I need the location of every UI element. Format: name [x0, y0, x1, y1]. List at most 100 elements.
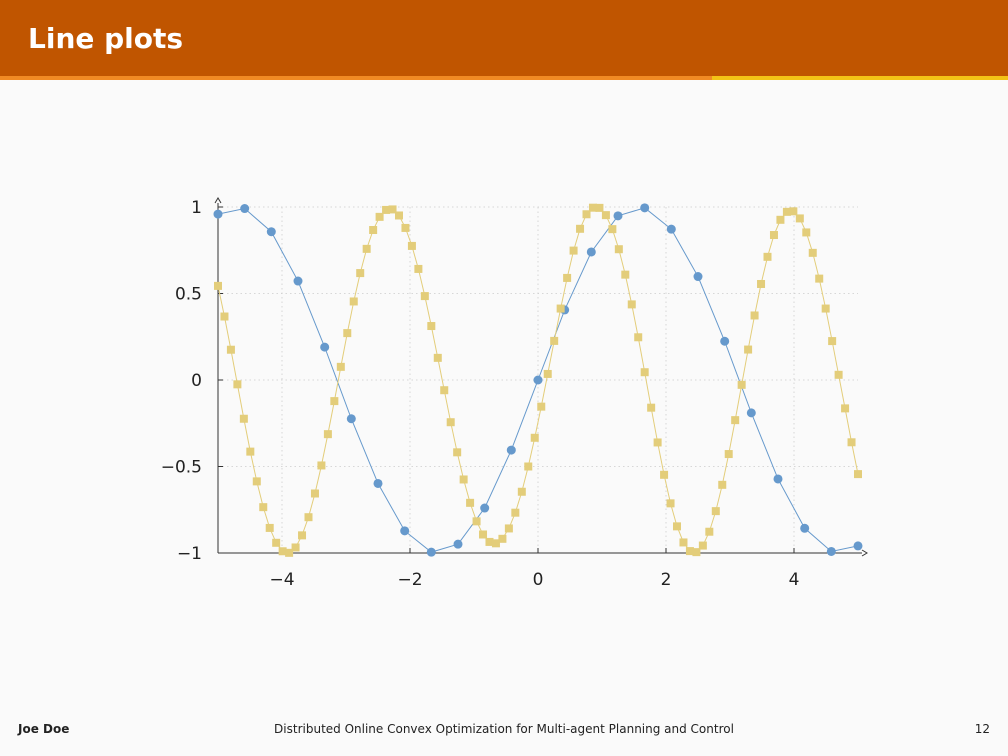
x-tick-label: 4	[789, 570, 800, 590]
series-2-point	[317, 461, 326, 470]
x-tick-label: −2	[397, 570, 422, 590]
series-2-point	[769, 231, 778, 240]
slide-title: Line plots	[28, 22, 184, 55]
series-1-point	[826, 546, 836, 556]
series-1-point	[293, 276, 303, 286]
series-2-point	[537, 402, 546, 411]
series-2-point	[343, 329, 352, 338]
series-2-point	[666, 499, 675, 508]
series-2-point	[750, 311, 759, 320]
series-2-point	[511, 508, 520, 517]
series-2-point	[821, 304, 830, 313]
page-number: 12	[974, 722, 990, 736]
series-2-point	[692, 548, 701, 557]
series-2-point	[841, 404, 850, 413]
series-2-point	[524, 462, 533, 471]
series-2-point	[278, 547, 287, 556]
series-2-point	[815, 274, 824, 283]
series-2-point	[588, 203, 597, 212]
series-1-point	[640, 203, 650, 213]
series-2-point	[660, 470, 669, 479]
y-axis-arrow	[214, 197, 222, 204]
series-2-point	[394, 211, 403, 220]
series-2-point	[369, 226, 378, 235]
series-1-point	[266, 227, 276, 237]
series-2-point	[795, 214, 804, 223]
series-2-point	[685, 547, 694, 556]
series-2-point	[472, 517, 481, 526]
title-bar: Line plots	[0, 0, 1008, 76]
series-2-point	[744, 345, 753, 354]
x-axis-arrow	[861, 549, 868, 557]
series-2-point	[601, 211, 610, 220]
series-1-point	[800, 523, 810, 533]
series-2-point	[466, 498, 475, 507]
series-2-point	[479, 530, 488, 539]
series-2-point	[407, 241, 416, 250]
series-1-point	[773, 474, 783, 484]
footer-title: Distributed Online Convex Optimization f…	[274, 722, 734, 736]
series-2-point	[375, 212, 384, 221]
series-2-point	[504, 524, 513, 533]
y-tick-label: −1	[177, 544, 202, 564]
series-2-point	[336, 362, 345, 371]
series-2-point	[847, 438, 856, 447]
series-2-point	[265, 523, 274, 532]
series-2-point	[563, 273, 572, 282]
series-2-point	[653, 438, 662, 447]
series-2-point	[647, 403, 656, 412]
series-1-point	[320, 342, 330, 352]
y-tick-label: −0.5	[161, 458, 202, 478]
series-1-point	[666, 224, 676, 234]
series-1-point	[453, 539, 463, 549]
series-1-point	[480, 503, 490, 513]
series-2-point	[304, 513, 313, 522]
series-1-point	[853, 541, 863, 551]
series-2-point	[530, 433, 539, 442]
series-2-point	[272, 538, 281, 547]
series-2-point	[782, 207, 791, 216]
series-2-point	[627, 300, 636, 309]
series-2-point	[259, 503, 268, 512]
series-2-point	[673, 522, 682, 531]
x-tick-label: 0	[533, 570, 544, 590]
series-2-point	[285, 548, 294, 557]
series-2-point	[679, 538, 688, 547]
series-2-point	[440, 386, 449, 395]
series-2-point	[310, 489, 319, 498]
footer-author: Joe Doe	[18, 722, 70, 736]
y-tick-label: 0	[191, 371, 202, 391]
series-1-point	[506, 445, 516, 455]
series-1-point	[373, 478, 383, 488]
title-underline-orange	[0, 76, 712, 80]
series-2-point	[446, 418, 455, 427]
series-2-point	[718, 480, 727, 489]
series-2-point	[214, 281, 222, 290]
series-2-point	[239, 414, 248, 423]
series-2-point	[330, 397, 339, 406]
line-chart: −4 −2 0 2 4 −1 −0.5 0 0.5 1	[161, 197, 868, 590]
series-2-point	[226, 345, 235, 354]
series-2-point	[698, 541, 707, 550]
series-2-point	[621, 270, 630, 279]
series-2-point	[220, 312, 229, 321]
series-2-point	[582, 210, 591, 219]
series-2-point	[724, 450, 733, 459]
series-1-point	[346, 414, 356, 424]
series-2-point	[731, 416, 740, 425]
series-2-point	[711, 507, 720, 516]
series-2-point	[349, 297, 358, 306]
series-2-point	[420, 292, 429, 301]
series-1-point	[213, 209, 223, 219]
series-2-point	[802, 228, 811, 237]
series-2-point	[298, 531, 307, 540]
series-2-point	[595, 203, 604, 212]
series-2-point	[246, 447, 255, 456]
series-2-point	[834, 370, 843, 379]
series-2-point	[614, 245, 623, 254]
series-2-point	[291, 543, 300, 552]
series-2-point	[808, 248, 817, 257]
series-2-point	[550, 336, 559, 345]
series-2-point	[757, 279, 766, 288]
series-2-point	[414, 264, 423, 273]
